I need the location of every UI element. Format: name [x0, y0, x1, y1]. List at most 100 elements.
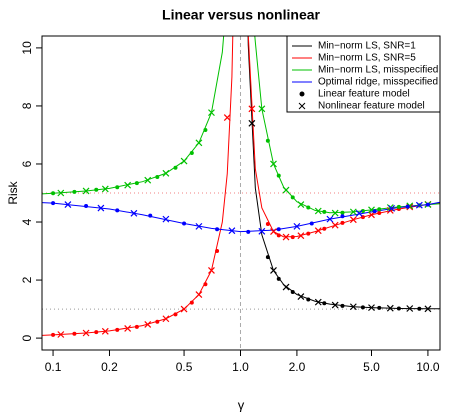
data-point — [322, 226, 327, 231]
x-axis-label: γ — [238, 397, 245, 412]
data-point — [270, 160, 277, 168]
x-tick-label: 0.5 — [176, 360, 193, 374]
data-point — [306, 231, 311, 236]
data-point — [265, 255, 270, 260]
data-point — [355, 209, 363, 217]
data-point — [134, 181, 139, 186]
data-point — [297, 232, 305, 240]
data-point — [228, 227, 236, 235]
data-point — [282, 186, 290, 194]
y-tick-label: 2 — [20, 276, 34, 283]
data-point — [57, 189, 65, 197]
data-point — [94, 187, 99, 192]
data-point — [130, 209, 138, 217]
x-tick-label: 5.0 — [363, 360, 380, 374]
data-point — [265, 222, 270, 227]
data-point — [368, 304, 375, 312]
legend-label: Optimal ridge, misspecified — [318, 77, 438, 88]
data-point — [290, 289, 295, 294]
data-point — [215, 227, 220, 232]
data-point — [405, 204, 410, 209]
data-point — [270, 228, 277, 236]
data-point — [415, 201, 423, 209]
data-point — [94, 330, 99, 335]
data-point — [340, 220, 345, 225]
legend-label: Min−norm LS, SNR=1 — [318, 41, 416, 52]
data-point — [115, 185, 120, 190]
data-point — [276, 233, 281, 238]
legend-label: Min−norm LS, SNR=5 — [318, 53, 416, 64]
x-tick-label: 1.0 — [232, 360, 249, 374]
data-point — [322, 209, 327, 214]
data-point — [331, 209, 339, 217]
data-point — [115, 208, 120, 213]
data-point — [72, 189, 77, 194]
data-point — [396, 306, 401, 311]
data-point — [189, 150, 194, 155]
data-point — [115, 327, 120, 332]
data-point — [386, 304, 394, 312]
data-point — [203, 282, 208, 287]
data-point — [306, 205, 311, 210]
data-point — [276, 227, 281, 232]
y-tick-label: 8 — [20, 102, 34, 109]
data-point — [388, 204, 396, 212]
data-point — [173, 312, 178, 317]
data-point — [406, 305, 414, 312]
data-point — [377, 207, 382, 212]
series-line — [42, 201, 440, 233]
plot-frame — [41, 35, 441, 351]
data-point — [57, 331, 65, 338]
y-tick-label: 4 — [20, 218, 34, 225]
legend-label: Linear feature model — [318, 89, 410, 100]
data-point — [293, 222, 301, 230]
data-point — [425, 202, 430, 207]
data-point — [349, 216, 357, 224]
data-point — [82, 329, 90, 337]
data-point — [290, 195, 295, 200]
data-point — [290, 235, 295, 240]
data-point — [64, 201, 72, 209]
series-line — [247, 36, 440, 310]
data-point — [314, 227, 322, 235]
data-point — [162, 169, 170, 177]
data-point — [314, 298, 322, 306]
data-point — [417, 306, 422, 311]
data-point — [84, 204, 89, 209]
x-tick-label: 10.0 — [416, 360, 440, 374]
data-point — [162, 215, 170, 223]
data-point — [208, 109, 215, 117]
x-tick-label: 0.2 — [101, 360, 118, 374]
data-point — [340, 303, 345, 308]
data-point — [377, 305, 382, 310]
data-point — [208, 266, 215, 274]
data-point — [148, 213, 153, 218]
data-point — [248, 105, 256, 113]
data-point — [124, 325, 132, 332]
data-point — [195, 222, 203, 230]
data-point — [258, 105, 266, 113]
data-point — [203, 128, 208, 133]
y-axis-label: Risk — [6, 180, 20, 204]
data-point — [155, 319, 160, 324]
data-point — [331, 221, 339, 229]
data-point — [182, 221, 187, 226]
data-point — [282, 283, 290, 291]
y-tick-label: 0 — [20, 334, 34, 341]
data-point — [134, 324, 139, 329]
data-point — [265, 138, 270, 143]
data-point — [189, 300, 194, 305]
data-point — [223, 114, 231, 121]
data-point — [173, 165, 178, 170]
chart-title: Linear versus nonlinear — [162, 7, 320, 23]
data-point — [282, 233, 290, 241]
data-point — [155, 175, 160, 180]
data-point — [124, 181, 132, 189]
data-point — [396, 204, 401, 209]
data-point — [322, 301, 327, 306]
data-point — [195, 139, 203, 147]
data-point — [326, 215, 334, 223]
data-point — [101, 185, 109, 193]
data-point — [97, 204, 105, 212]
